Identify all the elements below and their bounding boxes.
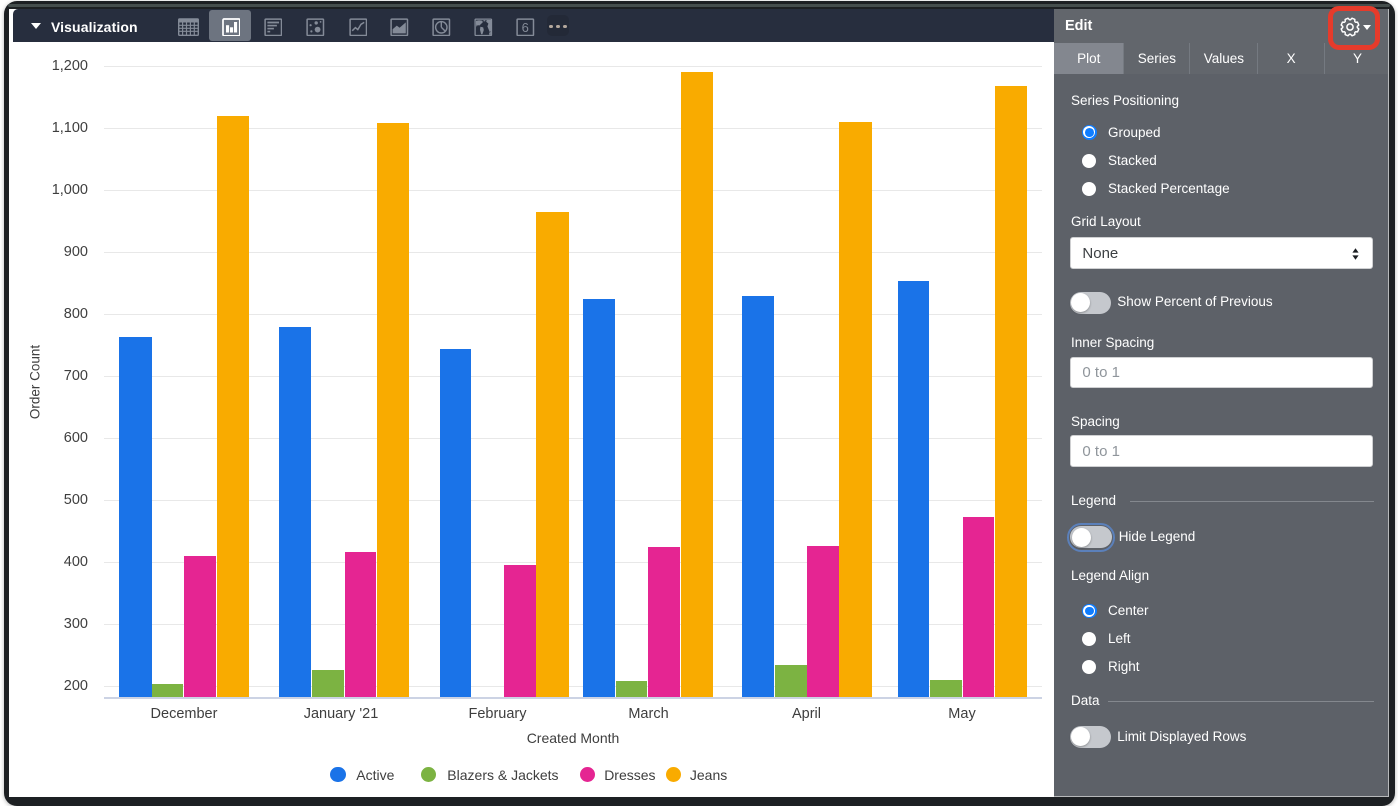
svg-text:6: 6 bbox=[522, 19, 529, 34]
